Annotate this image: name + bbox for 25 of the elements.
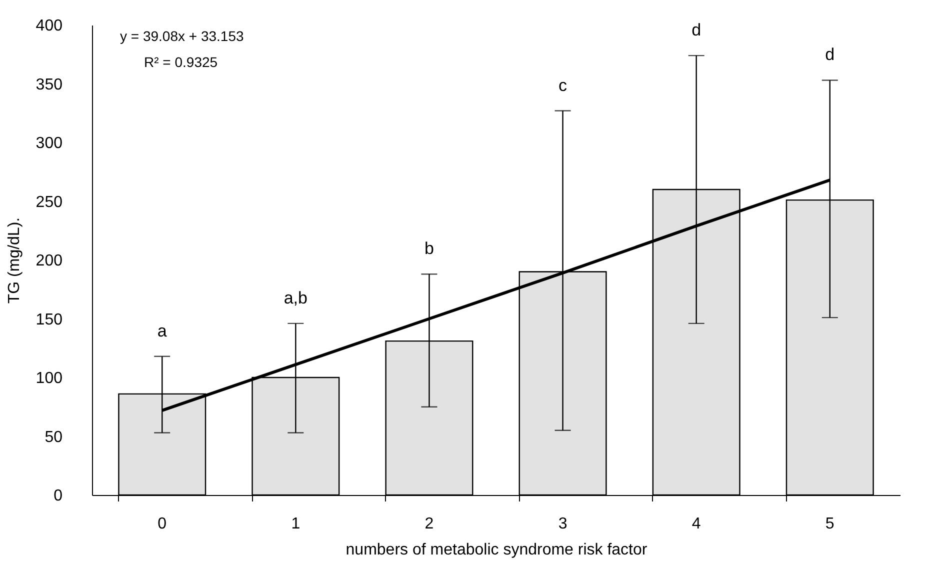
annotation: y = 39.08x + 33.153: [120, 28, 244, 44]
annotation: b: [424, 239, 434, 258]
y-tick-label: 350: [36, 76, 63, 94]
y-tick-label: 250: [36, 194, 63, 211]
annotation: R² = 0.9325: [144, 54, 218, 70]
y-tick-label: 400: [36, 18, 63, 34]
x-tick-label: 5: [825, 516, 834, 532]
x-tick-label: 3: [558, 516, 568, 532]
y-tick-label: 150: [36, 311, 63, 328]
x-tick-label: 2: [424, 516, 434, 532]
annotation: a: [157, 321, 168, 340]
annotation: d: [825, 45, 835, 64]
x-tick-label: 1: [291, 516, 300, 532]
y-tick-label: 200: [36, 252, 63, 270]
x-tick-label: 0: [158, 516, 167, 532]
annotation: a,b: [284, 288, 308, 308]
annotation: c: [558, 76, 568, 95]
y-tick-label: 50: [44, 428, 63, 446]
x-tick-label: 4: [692, 516, 701, 532]
x-axis-title: numbers of metabolic syndrome risk factor: [346, 542, 648, 558]
y-tick-label: 300: [36, 135, 63, 152]
y-axis-title: TG (mg/dL).: [6, 217, 23, 304]
y-tick-label: 0: [54, 488, 63, 504]
y-tick-label: 100: [36, 370, 63, 387]
annotation: d: [692, 20, 702, 40]
